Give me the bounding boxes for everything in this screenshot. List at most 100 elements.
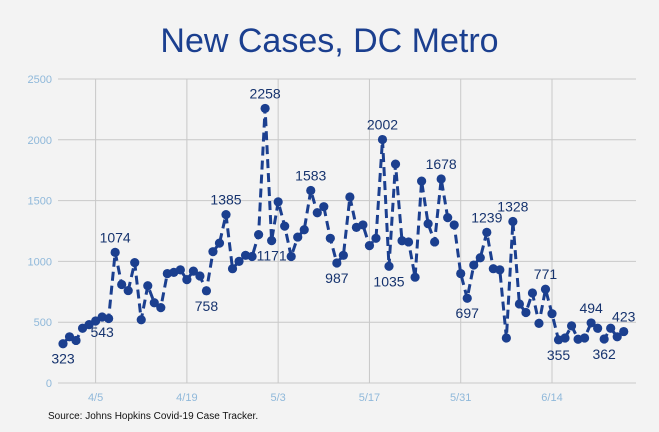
data-label: 362 (592, 346, 616, 362)
data-point (449, 220, 459, 230)
data-point (71, 335, 81, 346)
data-point (475, 253, 485, 263)
data-point (514, 299, 525, 309)
data-point (527, 288, 538, 298)
x-tick-label: 5/3 (271, 392, 286, 404)
data-label: 697 (456, 305, 480, 321)
data-label: 2002 (367, 117, 398, 133)
y-tick-label: 1000 (28, 256, 52, 268)
data-label: 543 (90, 324, 114, 340)
data-point (325, 233, 335, 243)
data-label: 1385 (210, 192, 241, 208)
data-point (469, 260, 479, 270)
data-point (221, 209, 231, 220)
data-point (136, 315, 146, 325)
data-point (104, 313, 114, 324)
x-tick-label: 4/19 (176, 392, 197, 404)
data-point (293, 232, 303, 242)
y-tick-label: 2500 (28, 74, 52, 86)
data-label: 2258 (250, 85, 281, 101)
data-label: 423 (612, 309, 636, 325)
data-point (390, 159, 401, 169)
data-point (143, 281, 153, 291)
data-point (540, 284, 551, 294)
data-point (306, 185, 316, 196)
data-point (254, 230, 264, 240)
data-point (508, 216, 518, 227)
data-point (123, 285, 133, 296)
data-label: 771 (534, 266, 558, 282)
data-point (501, 333, 511, 343)
data-point (319, 202, 329, 212)
data-label: 987 (325, 270, 349, 286)
data-point (149, 298, 159, 308)
data-point (208, 247, 218, 257)
data-point (619, 326, 629, 337)
x-tick-label: 5/31 (450, 392, 471, 404)
data-point (606, 323, 616, 333)
data-label: 494 (579, 300, 603, 316)
data-point (612, 332, 622, 342)
data-point (495, 265, 505, 275)
data-point (273, 197, 283, 207)
data-point (417, 176, 427, 186)
data-point (566, 321, 577, 331)
data-point (599, 334, 609, 344)
data-point (377, 134, 388, 145)
data-point (182, 275, 192, 285)
data-point (547, 309, 557, 319)
data-label: 1328 (497, 199, 528, 215)
source-note: Source: Johns Hopkins Covid-19 Case Trac… (48, 411, 259, 422)
data-label: 1074 (100, 229, 131, 245)
data-point (560, 333, 570, 343)
data-point (267, 236, 277, 246)
data-point (371, 233, 381, 243)
data-point (227, 264, 238, 274)
y-tick-label: 0 (46, 378, 52, 390)
data-point (462, 293, 472, 303)
data-point (332, 258, 342, 268)
data-point (482, 227, 492, 237)
data-point (436, 174, 446, 184)
data-point (156, 303, 166, 313)
data-point (403, 237, 414, 247)
data-point (260, 103, 270, 114)
data-point (195, 271, 205, 281)
data-point (201, 286, 212, 296)
data-point (234, 256, 244, 266)
data-point (130, 258, 140, 268)
data-point (345, 192, 355, 202)
data-point (175, 265, 185, 275)
y-tick-label: 500 (34, 317, 52, 329)
data-point (384, 261, 394, 271)
data-point (534, 318, 544, 329)
data-point (358, 220, 368, 230)
series-line (61, 106, 625, 345)
data-point (214, 238, 225, 248)
data-point (117, 279, 127, 290)
data-point (580, 333, 590, 343)
x-tick-label: 5/17 (359, 392, 380, 404)
data-point (110, 247, 120, 258)
axes: 0 500 1000 1500 2000 2500 4/5 4/19 5/3 5/17 5/31 6/… (28, 74, 563, 404)
data-label: 1035 (373, 273, 404, 289)
data-point (188, 266, 198, 276)
data-point (286, 251, 296, 262)
x-tick-label: 4/5 (88, 392, 103, 404)
x-tick-label: 6/14 (541, 392, 562, 404)
data-point (58, 339, 68, 349)
chart-title: New Cases, DC Metro (160, 22, 499, 60)
data-point (593, 323, 603, 333)
data-point (456, 268, 466, 279)
data-point (338, 250, 348, 260)
data-point (364, 240, 375, 251)
data-point (280, 221, 290, 231)
series-line-layer (61, 106, 625, 345)
gridlines (58, 78, 636, 384)
data-point (247, 251, 257, 262)
data-points (58, 103, 629, 349)
data-point (312, 208, 322, 218)
data-label: 323 (51, 351, 75, 367)
data-point (423, 219, 433, 229)
